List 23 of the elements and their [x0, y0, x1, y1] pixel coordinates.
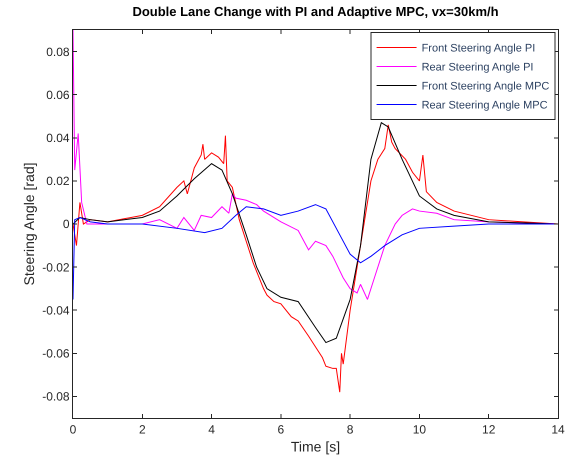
x-tick-label: 2	[138, 422, 146, 436]
x-tick-label: 8	[346, 422, 354, 436]
legend-label: Front Steering Angle MPC	[422, 80, 550, 93]
x-tick-label: 14	[551, 422, 565, 436]
y-tick-label: -0.04	[42, 303, 70, 318]
y-tick-label: 0.04	[46, 130, 70, 145]
y-tick-label: -0.08	[42, 390, 70, 404]
y-tick-label: 0	[62, 217, 70, 232]
y-axis-title: Steering Angle [rad]	[20, 162, 37, 286]
y-tick-label: -0.06	[42, 346, 70, 361]
legend-label: Rear Steering Angle PI	[422, 62, 534, 74]
y-tick-label: 0.08	[46, 44, 70, 59]
x-tick-label: 6	[278, 422, 285, 436]
y-tick-label: -0.02	[42, 260, 70, 274]
x-tick-label: 12	[482, 422, 496, 436]
y-tick-label: 0.06	[46, 88, 70, 102]
y-tick-label: 0.02	[46, 174, 70, 188]
legend-label: Rear Steering Angle MPC	[422, 100, 548, 112]
legend-label: Front Steering Angle PI	[422, 42, 536, 55]
x-axis-title: Time [s]	[290, 438, 340, 455]
x-tick-label: 10	[412, 422, 426, 436]
x-tick-label: 4	[208, 422, 216, 436]
chart-title: Double Lane Change with PI and Adaptive MPC, vx=30km/h	[132, 4, 499, 20]
